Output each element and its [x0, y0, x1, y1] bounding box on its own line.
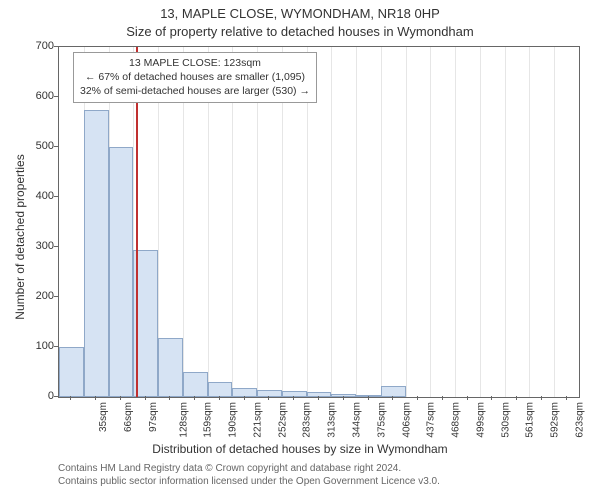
gridline — [505, 47, 506, 397]
x-tick-label: 623sqm — [574, 402, 585, 438]
x-tick-label: 35sqm — [98, 402, 109, 432]
x-tick-label: 221sqm — [253, 402, 264, 438]
x-tick-mark — [244, 396, 245, 400]
gridline — [430, 47, 431, 397]
x-tick-label: 499sqm — [475, 402, 486, 438]
x-tick-mark — [70, 396, 71, 400]
x-axis-label: Distribution of detached houses by size … — [0, 442, 600, 456]
histogram-bar — [257, 390, 282, 397]
y-tick-label: 400 — [14, 190, 54, 202]
y-tick-label: 600 — [14, 90, 54, 102]
x-tick-label: 592sqm — [550, 402, 561, 438]
x-tick-mark — [169, 396, 170, 400]
y-tick-mark — [54, 146, 58, 147]
x-tick-label: 66sqm — [123, 402, 134, 432]
x-tick-mark — [219, 396, 220, 400]
x-tick-label: 128sqm — [178, 402, 189, 438]
x-tick-mark — [145, 396, 146, 400]
x-tick-mark — [541, 396, 542, 400]
histogram-bar — [232, 388, 257, 397]
y-tick-mark — [54, 396, 58, 397]
histogram-bar — [331, 394, 356, 397]
chart-title-sub: Size of property relative to detached ho… — [0, 24, 600, 39]
annotation-line3: 32% of semi-detached houses are larger (… — [80, 84, 310, 98]
histogram-bar — [84, 110, 109, 398]
x-tick-label: 344sqm — [352, 402, 363, 438]
y-tick-mark — [54, 346, 58, 347]
x-tick-label: 97sqm — [148, 402, 159, 432]
x-tick-mark — [120, 396, 121, 400]
x-tick-mark — [194, 396, 195, 400]
annotation-box: 13 MAPLE CLOSE: 123sqm ← 67% of detached… — [73, 52, 317, 103]
y-tick-mark — [54, 196, 58, 197]
x-tick-mark — [417, 396, 418, 400]
y-tick-label: 300 — [14, 240, 54, 252]
x-tick-label: 530sqm — [500, 402, 511, 438]
chart-title-address: 13, MAPLE CLOSE, WYMONDHAM, NR18 0HP — [0, 6, 600, 21]
y-tick-label: 700 — [14, 40, 54, 52]
y-tick-label: 500 — [14, 140, 54, 152]
annotation-line2: ← 67% of detached houses are smaller (1,… — [80, 70, 310, 84]
x-tick-mark — [491, 396, 492, 400]
histogram-bar — [208, 382, 233, 397]
x-tick-mark — [392, 396, 393, 400]
gridline — [529, 47, 530, 397]
gridline — [381, 47, 382, 397]
y-tick-mark — [54, 96, 58, 97]
x-tick-label: 437sqm — [426, 402, 437, 438]
y-tick-mark — [54, 46, 58, 47]
histogram-bar — [59, 347, 84, 397]
x-tick-label: 561sqm — [525, 402, 536, 438]
x-tick-mark — [442, 396, 443, 400]
x-tick-label: 159sqm — [203, 402, 214, 438]
x-tick-label: 406sqm — [401, 402, 412, 438]
gridline — [331, 47, 332, 397]
gridline — [356, 47, 357, 397]
x-tick-mark — [318, 396, 319, 400]
y-tick-label: 100 — [14, 340, 54, 352]
x-tick-mark — [268, 396, 269, 400]
histogram-bar — [183, 372, 208, 397]
gridline — [480, 47, 481, 397]
footer-line2: Contains public sector information licen… — [58, 475, 440, 488]
x-tick-mark — [467, 396, 468, 400]
y-axis-label: Number of detached properties — [13, 137, 27, 337]
x-tick-mark — [95, 396, 96, 400]
x-tick-mark — [368, 396, 369, 400]
x-tick-label: 313sqm — [327, 402, 338, 438]
y-tick-label: 200 — [14, 290, 54, 302]
y-tick-mark — [54, 246, 58, 247]
y-tick-label: 0 — [14, 390, 54, 402]
histogram-bar — [109, 147, 134, 397]
x-tick-mark — [516, 396, 517, 400]
x-tick-label: 468sqm — [451, 402, 462, 438]
footer-line1: Contains HM Land Registry data © Crown c… — [58, 462, 440, 475]
x-tick-mark — [343, 396, 344, 400]
footer-text: Contains HM Land Registry data © Crown c… — [58, 462, 440, 488]
x-tick-label: 375sqm — [376, 402, 387, 438]
annotation-line1: 13 MAPLE CLOSE: 123sqm — [80, 56, 310, 70]
y-tick-mark — [54, 296, 58, 297]
x-tick-mark — [566, 396, 567, 400]
gridline — [455, 47, 456, 397]
gridline — [406, 47, 407, 397]
gridline — [554, 47, 555, 397]
x-tick-mark — [293, 396, 294, 400]
x-tick-label: 283sqm — [302, 402, 313, 438]
x-tick-label: 252sqm — [277, 402, 288, 438]
histogram-bar — [158, 338, 183, 397]
histogram-bar — [356, 395, 381, 397]
x-tick-label: 190sqm — [228, 402, 239, 438]
